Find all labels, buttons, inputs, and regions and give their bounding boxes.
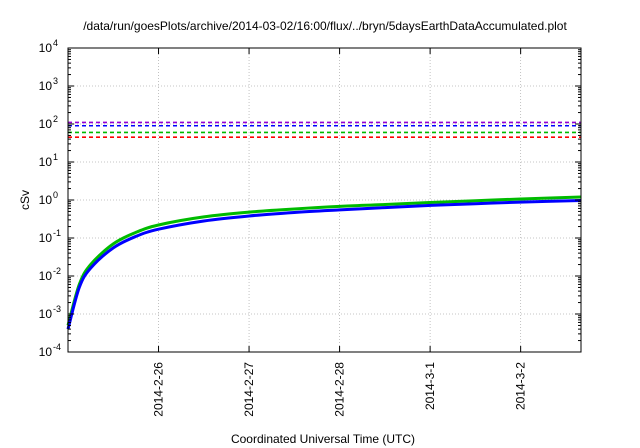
y-tick-label: 10 bbox=[39, 345, 53, 359]
y-tick-exponent-label: 1 bbox=[53, 152, 58, 162]
y-tick-exponent: 0 bbox=[53, 190, 58, 200]
y-tick-label: 10 bbox=[39, 79, 53, 93]
x-axis-ticks: 2014-2-26 2014-2-27 2014-2-28 2014-3-1 2014-… bbox=[152, 48, 528, 417]
reference-lines bbox=[68, 121, 581, 138]
x-tick-label: 2014-3-2 bbox=[514, 362, 528, 410]
x-tick-label: 2014-3-1 bbox=[423, 362, 437, 410]
y-tick-label: 10 bbox=[39, 231, 53, 245]
y-tick-exponent-label: 4 bbox=[53, 38, 58, 48]
y-tick-exponent: -4 bbox=[53, 342, 61, 352]
y-tick-label: 10 bbox=[39, 117, 53, 131]
y-tick-exponent: 4 bbox=[53, 38, 58, 48]
x-tick-label: 2014-2-26 bbox=[152, 362, 166, 417]
x-tick-label: 2014-2-27 bbox=[242, 362, 256, 417]
y-tick-label: 10 bbox=[39, 193, 53, 207]
series-lines bbox=[66, 195, 582, 330]
y-tick-exponent: 3 bbox=[53, 76, 58, 86]
y-tick-exponent-label: 2 bbox=[53, 114, 58, 124]
y-tick-label: 10 bbox=[39, 155, 53, 169]
y-tick-exponent: -3 bbox=[53, 304, 61, 314]
y-tick-label: 10 bbox=[39, 269, 53, 283]
y-tick-exponent-label: -4 bbox=[53, 342, 61, 352]
x-tick-label: 2014-2-28 bbox=[333, 362, 347, 417]
series-line bbox=[66, 199, 582, 330]
y-tick-exponent-label: -1 bbox=[53, 228, 61, 238]
y-tick-exponent: 1 bbox=[53, 152, 58, 162]
y-axis-label: cSv bbox=[18, 190, 32, 210]
y-tick-label: 10 bbox=[39, 307, 53, 321]
y-tick-label: 10 bbox=[39, 41, 53, 55]
y-tick-exponent-label: -3 bbox=[53, 304, 61, 314]
series-line bbox=[66, 195, 582, 326]
y-tick-exponent-label: 3 bbox=[53, 76, 58, 86]
y-tick-exponent: 2 bbox=[53, 114, 58, 124]
y-tick-exponent: -2 bbox=[53, 266, 61, 276]
y-tick-exponent-label: 0 bbox=[53, 190, 58, 200]
x-axis-label: Coordinated Universal Time (UTC) bbox=[231, 432, 415, 446]
y-tick-exponent-label: -2 bbox=[53, 266, 61, 276]
y-tick-exponent: -1 bbox=[53, 228, 61, 238]
chart-title: /data/run/goesPlots/archive/2014-03-02/1… bbox=[83, 19, 567, 33]
